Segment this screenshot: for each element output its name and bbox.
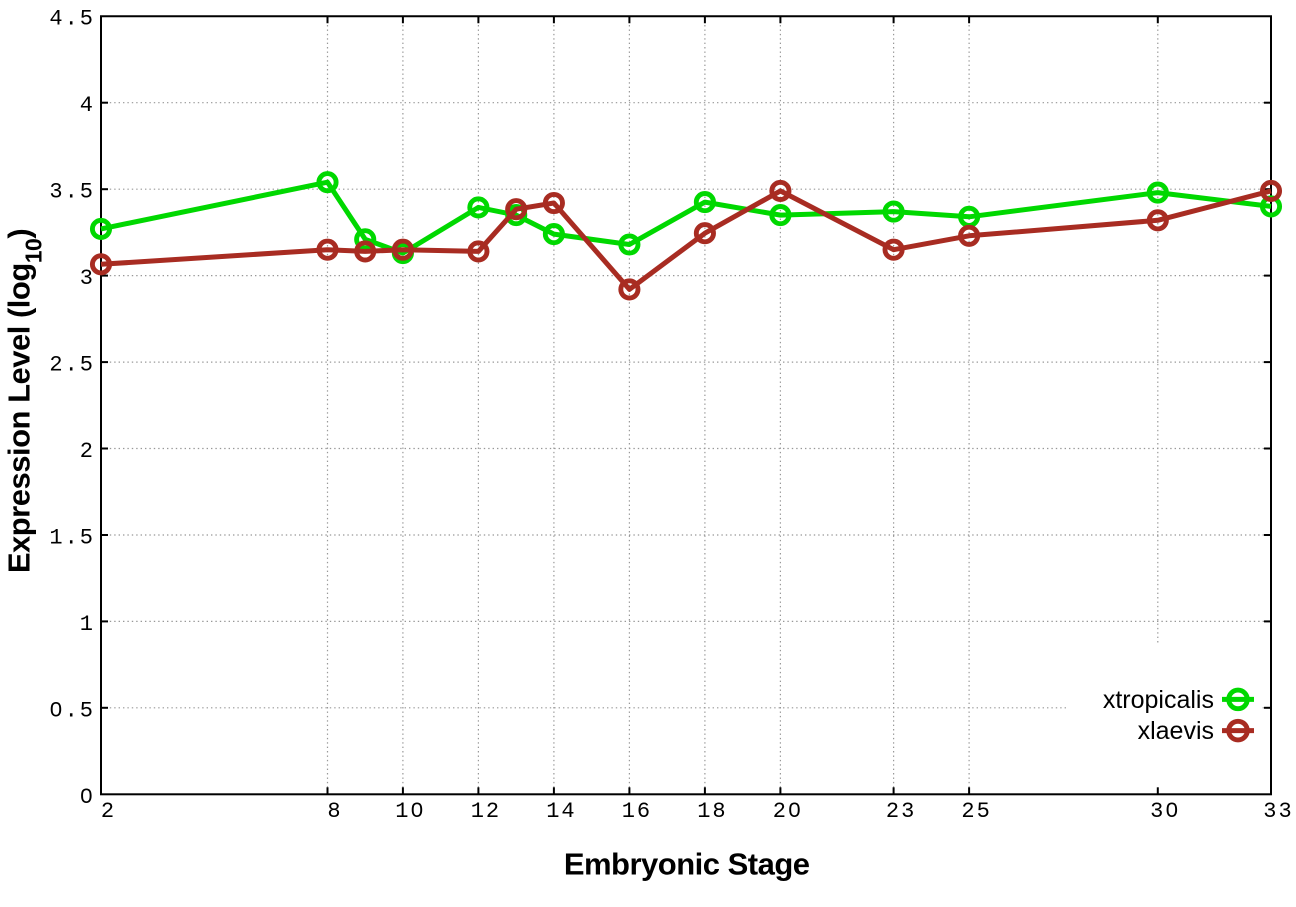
svg-text:23: 23 [886, 799, 916, 824]
svg-text:14: 14 [546, 799, 576, 824]
svg-text:18: 18 [697, 799, 727, 824]
svg-text:25: 25 [961, 799, 991, 824]
svg-text:4: 4 [80, 93, 95, 118]
svg-text:3: 3 [80, 266, 95, 291]
svg-text:4.5: 4.5 [49, 7, 95, 32]
svg-text:12: 12 [471, 799, 501, 824]
svg-text:xtropicalis: xtropicalis [1103, 686, 1214, 714]
svg-text:20: 20 [773, 799, 803, 824]
svg-text:16: 16 [622, 799, 652, 824]
svg-text:8: 8 [327, 799, 342, 824]
svg-text:0.5: 0.5 [49, 698, 95, 723]
svg-text:2.5: 2.5 [49, 353, 95, 378]
svg-text:30: 30 [1150, 799, 1180, 824]
svg-text:1: 1 [80, 612, 95, 637]
svg-text:xlaevis: xlaevis [1138, 717, 1214, 745]
svg-text:2: 2 [101, 799, 116, 824]
svg-text:10: 10 [395, 799, 425, 824]
svg-text:Embryonic Stage: Embryonic Stage [564, 847, 810, 882]
svg-text:2: 2 [80, 439, 95, 464]
svg-text:3.5: 3.5 [49, 180, 95, 205]
svg-text:33: 33 [1263, 799, 1293, 824]
svg-text:1.5: 1.5 [49, 526, 95, 551]
